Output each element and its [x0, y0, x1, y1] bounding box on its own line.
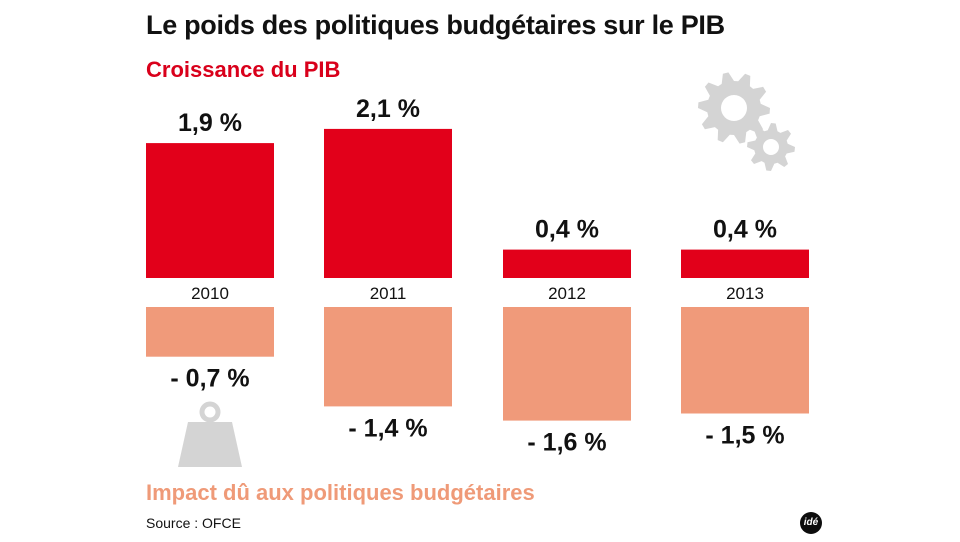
impact-bar-2013 — [681, 307, 809, 414]
growth-bar-2011 — [324, 128, 452, 278]
growth-value-label-2012: 0,4 % — [535, 216, 599, 244]
publisher-logo: idé — [800, 512, 822, 534]
impact-value-label-2011: - 1,4 % — [348, 414, 427, 442]
gear-shape — [747, 123, 795, 171]
weight-body — [178, 422, 242, 467]
growth-bar-2012 — [503, 249, 631, 278]
source-note: Source : OFCE — [146, 515, 241, 531]
impact-bar-2012 — [503, 307, 631, 421]
bars-layer: 1,9 % 2010 - 0,7 % 2,1 % 2011 - 1,4 % 0,4 % 201… — [146, 95, 809, 457]
weight-icon — [178, 401, 242, 467]
impact-bar-2010 — [146, 307, 274, 357]
impact-bar-2011 — [324, 307, 452, 407]
weight-ring — [199, 401, 221, 423]
growth-bar-2010 — [146, 143, 274, 278]
growth-series-title: Croissance du PIB — [146, 57, 341, 82]
year-label-2011: 2011 — [370, 284, 407, 303]
gears-icon — [698, 72, 795, 171]
growth-value-label-2010: 1,9 % — [178, 109, 242, 137]
growth-bar-2013 — [681, 249, 809, 278]
growth-value-label-2013: 0,4 % — [713, 216, 777, 244]
chart-title: Le poids des politiques budgétaires sur … — [146, 10, 725, 40]
year-label-2013: 2013 — [726, 284, 764, 303]
growth-value-label-2011: 2,1 % — [356, 95, 420, 123]
year-label-2012: 2012 — [548, 284, 586, 303]
impact-value-label-2012: - 1,6 % — [527, 429, 606, 457]
gear-shape — [698, 72, 770, 144]
impact-series-title: Impact dû aux politiques budgétaires — [146, 480, 535, 505]
year-label-2010: 2010 — [191, 284, 229, 303]
impact-value-label-2010: - 0,7 % — [170, 365, 249, 393]
impact-value-label-2013: - 1,5 % — [705, 422, 784, 450]
